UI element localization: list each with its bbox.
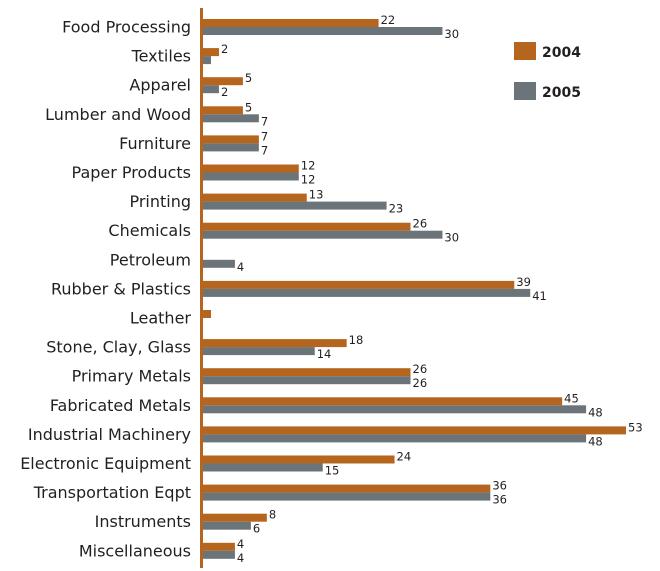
category-label: Apparel <box>129 76 191 95</box>
category-label: Transportation Eqpt <box>33 483 191 502</box>
bar-2004 <box>203 77 243 86</box>
category-label: Printing <box>129 192 191 211</box>
value-label-2004: 39 <box>516 275 531 289</box>
bar-2004 <box>203 310 211 318</box>
value-label-2004: 26 <box>413 217 428 231</box>
category-label: Leather <box>130 309 192 328</box>
bar-2004 <box>203 484 491 493</box>
category-label: Primary Metals <box>72 367 191 386</box>
bar-2004 <box>203 222 411 231</box>
value-label-2005: 2 <box>221 85 228 99</box>
bar-2005 <box>203 56 211 65</box>
bar-2005 <box>203 347 315 356</box>
bar-2004 <box>203 106 243 115</box>
bar-2005 <box>203 27 443 35</box>
bar-2005 <box>203 463 323 472</box>
value-label-2005: 30 <box>444 27 459 41</box>
category-label: Lumber and Wood <box>45 105 191 124</box>
category-label: Paper Products <box>72 163 191 182</box>
value-label-2005: 41 <box>532 289 547 303</box>
value-label-2004: 13 <box>309 188 324 202</box>
bar-2004 <box>203 164 299 173</box>
legend-label-2005: 2005 <box>542 85 581 101</box>
bar-2004 <box>203 542 235 551</box>
value-label-2005: 4 <box>237 551 244 565</box>
legend-swatch-2004 <box>514 42 536 60</box>
bar-2005 <box>203 521 251 530</box>
value-label-2005: 4 <box>237 260 244 274</box>
value-label-2005: 26 <box>413 376 428 390</box>
bar-2005 <box>203 85 219 94</box>
value-label-2004: 12 <box>301 159 316 173</box>
category-label: Miscellaneous <box>79 541 191 560</box>
bar-2004 <box>203 426 626 435</box>
value-label-2004: 4 <box>237 537 244 551</box>
bar-2004 <box>203 339 347 348</box>
category-label: Industrial Machinery <box>28 425 191 444</box>
value-label-2004: 53 <box>628 420 643 434</box>
bar-2005 <box>203 143 259 152</box>
value-label-2005: 7 <box>261 114 268 128</box>
bar-2005 <box>203 259 235 268</box>
category-label: Rubber & Plastics <box>51 279 191 298</box>
category-label: Instruments <box>95 512 191 531</box>
category-label: Stone, Clay, Glass <box>46 338 191 357</box>
value-label-2005: 6 <box>253 522 260 536</box>
category-label: Electronic Equipment <box>20 454 191 473</box>
value-label-2004: 45 <box>564 391 579 405</box>
value-label-2004: 18 <box>349 333 364 347</box>
value-label-2005: 48 <box>588 405 603 419</box>
category-label: Fabricated Metals <box>50 396 191 415</box>
value-label-2005: 48 <box>588 434 603 448</box>
bar-2005 <box>203 288 531 297</box>
value-label-2004: 8 <box>269 508 276 522</box>
value-label-2005: 15 <box>325 464 340 478</box>
bar-2005 <box>203 405 587 414</box>
value-label-2004: 7 <box>261 129 268 143</box>
value-label-2005: 12 <box>301 173 316 187</box>
bar-2004 <box>203 135 259 144</box>
value-label-2004: 26 <box>413 362 428 376</box>
value-label-2004: 2 <box>221 42 228 56</box>
value-label-2004: 5 <box>245 71 252 85</box>
bar-2005 <box>203 172 299 181</box>
value-label-2005: 7 <box>261 143 268 157</box>
bar-2005 <box>203 114 259 123</box>
bar-2004 <box>203 193 307 202</box>
value-label-2005: 23 <box>389 202 404 216</box>
value-label-2004: 5 <box>245 100 252 114</box>
bar-2004 <box>203 455 395 464</box>
bar-2005 <box>203 376 411 385</box>
bar-2005 <box>203 201 387 210</box>
value-label-2005: 14 <box>317 347 332 361</box>
bar-2005 <box>203 230 443 239</box>
y-axis-line <box>200 8 203 568</box>
value-label-2005: 36 <box>492 493 507 507</box>
bar-2005 <box>203 434 587 443</box>
value-label-2004: 24 <box>397 450 412 464</box>
bar-2004 <box>203 48 219 57</box>
value-label-2004: 22 <box>381 13 396 27</box>
category-label: Food Processing <box>62 18 191 37</box>
bar-2004 <box>203 513 267 522</box>
value-label-2005: 30 <box>444 231 459 245</box>
bar-2005 <box>203 550 235 559</box>
category-label: Textiles <box>131 47 191 66</box>
bar-2004 <box>203 368 411 377</box>
legend-label-2004: 2004 <box>542 45 581 61</box>
bar-2004 <box>203 280 515 289</box>
value-label-2004: 36 <box>492 479 507 493</box>
bar-2005 <box>203 492 491 501</box>
bar-2004 <box>203 19 379 27</box>
legend-swatch-2005 <box>514 82 536 100</box>
bar-2004 <box>203 397 563 406</box>
category-label: Furniture <box>119 134 191 153</box>
category-label: Chemicals <box>108 221 191 240</box>
category-label: Petroleum <box>110 250 191 269</box>
